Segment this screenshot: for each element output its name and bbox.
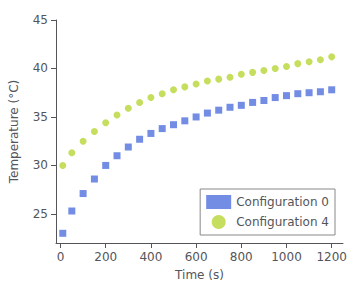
svg-text:30: 30 (33, 158, 48, 172)
svg-text:40: 40 (33, 61, 48, 75)
svg-text:1200: 1200 (316, 250, 347, 264)
svg-text:400: 400 (139, 250, 162, 264)
svg-text:Time (s): Time (s) (174, 268, 224, 282)
svg-text:Temperature (°C): Temperature (°C) (7, 80, 21, 185)
svg-text:800: 800 (230, 250, 253, 264)
svg-text:Configuration 0: Configuration 0 (236, 195, 329, 209)
svg-text:35: 35 (33, 110, 48, 124)
svg-text:600: 600 (185, 250, 208, 264)
svg-text:45: 45 (33, 13, 48, 27)
svg-text:200: 200 (94, 250, 117, 264)
svg-text:25: 25 (33, 207, 48, 221)
svg-text:Configuration 4: Configuration 4 (236, 215, 329, 229)
svg-text:0: 0 (57, 250, 65, 264)
svg-text:1000: 1000 (271, 250, 302, 264)
